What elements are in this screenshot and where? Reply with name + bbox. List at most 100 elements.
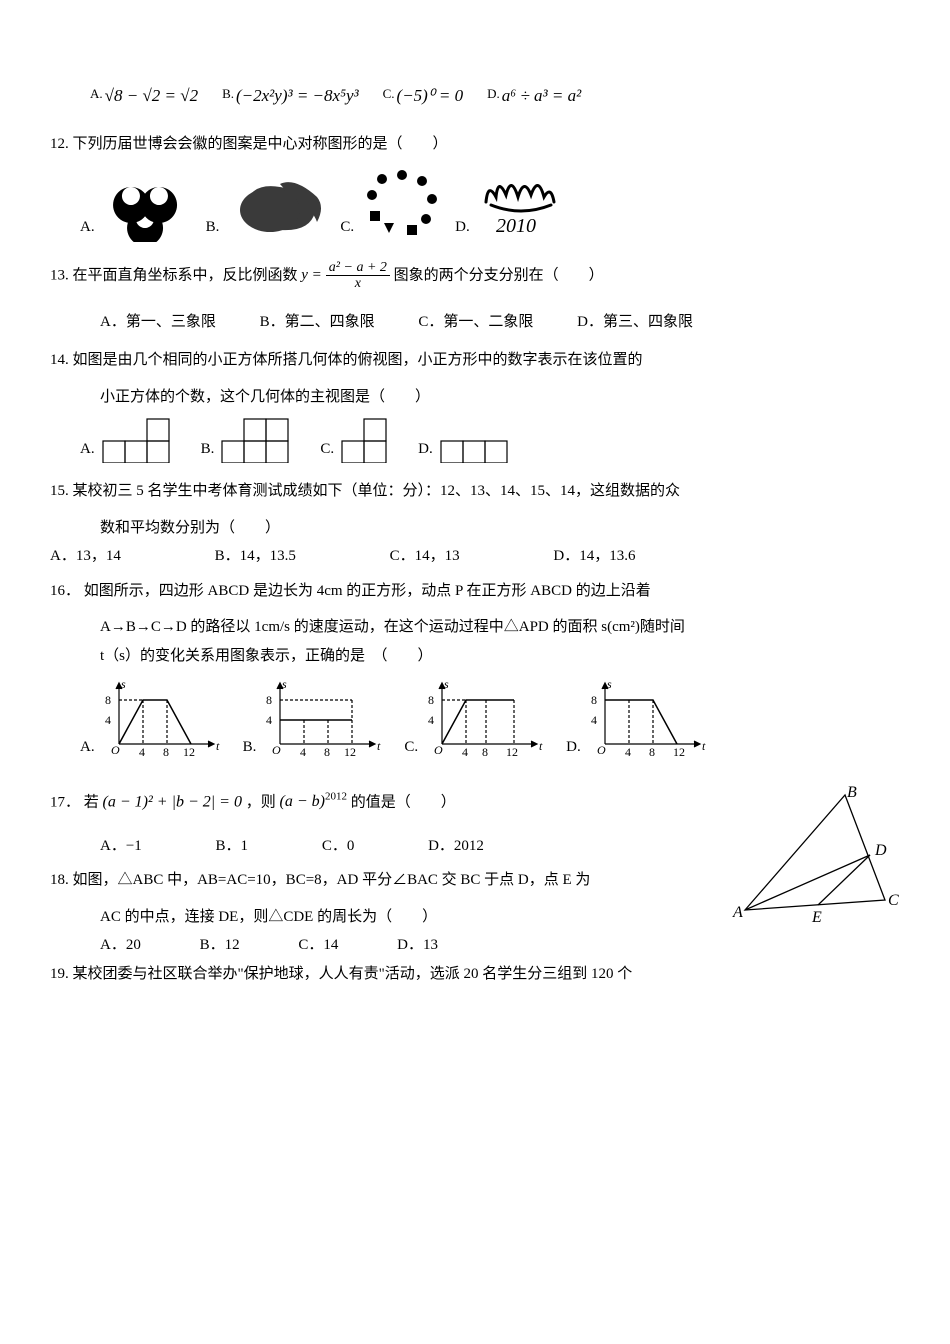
opt-label: D. [418,435,433,464]
svg-text:8: 8 [649,745,655,759]
q-text1: 如图是由几个相同的小正方体所搭几何体的俯视图，小正方形中的数字表示在该位置的 [73,352,643,368]
opt-label: D. [487,80,500,107]
logo-d-icon: 2010 [476,167,566,242]
svg-text:O: O [272,743,281,757]
q-text-mid: ，则 [246,794,276,810]
q18-optD: D．13 [397,931,438,960]
opt-label: D. [455,213,470,242]
shape-c-icon [340,417,388,463]
q11-options: A. √8 − √2 = √2 B. (−2x²y)³ = −8x⁵y³ C. … [90,80,900,112]
svg-text:4: 4 [139,745,145,759]
svg-text:E: E [811,909,822,926]
q13-optD: D．第三、四象限 [577,308,693,337]
q11-optD: D. a⁶ ÷ a³ = a² [487,80,581,112]
q14-optC: C. [320,417,388,463]
q-number: 18. [50,872,69,888]
svg-text:8: 8 [591,693,597,707]
opt-label: C. [383,80,395,107]
svg-text:O: O [597,743,606,757]
shape-d-icon [439,439,509,463]
q11-optC: C. (−5)⁰ = 0 [383,80,464,112]
q-text1: 如图所示，四边形 ABCD 是边长为 4cm 的正方形，动点 P 在正方形 AB… [84,583,651,599]
q-text-after: 图象的两个分支分别在（ ） [394,267,604,283]
q14-optD: D. [418,435,509,464]
opt-label: B. [243,733,257,762]
svg-text:t: t [702,739,706,753]
q11-formula-c: (−5)⁰ = 0 [397,80,464,112]
q12: 12. 下列历届世博会会徽的图案是中心对称图形的是（ ） [50,130,900,159]
opt-label: C. [340,213,354,242]
q-text-after: 的值是（ ） [351,794,456,810]
opt-label: B. [201,435,215,464]
fraction: a² − a + 2 x [326,260,390,292]
q16-text3: t（s）的变化关系用图象表示，正确的是 （ ） [50,642,900,671]
svg-text:8: 8 [324,745,330,759]
q16-text2: A→B→C→D 的路径以 1cm/s 的速度运动，在这个运动过程中△APD 的面… [50,613,900,642]
graph-b-icon: s 8 4 O 4 8 12 t [262,676,392,761]
logo-a-icon [101,172,196,242]
logo-d-text: 2010 [496,215,536,237]
svg-text:8: 8 [428,693,434,707]
q15-optB: B．14，13.5 [215,542,296,571]
q-number: 12. [50,136,69,152]
opt-label: B. [222,80,234,107]
q13-optB: B．第二、四象限 [260,308,375,337]
q13-formula: y = a² − a + 2 x [301,260,390,292]
svg-text:B: B [847,785,857,801]
opt-label: D. [566,733,581,762]
q15-optA: A．13，14 [50,542,121,571]
svg-text:4: 4 [300,745,306,759]
q18-options: A．20 B．12 C．14 D．13 [50,931,716,960]
q-number: 13. [50,267,69,283]
svg-text:8: 8 [163,745,169,759]
q16-optD: D. s 8 4 O 4 8 12 t [566,676,717,761]
q11-optA: A. √8 − √2 = √2 [90,80,198,112]
logo-c-icon [360,167,445,242]
svg-text:C: C [888,892,899,909]
svg-text:4: 4 [591,713,597,727]
q-number: 19. [50,966,69,982]
q17-formula: (a − 1)² + |b − 2| = 0 [103,793,242,810]
q18-text2: AC 的中点，连接 DE，则△CDE 的周长为（ ） [50,903,716,932]
opt-label: A. [80,213,95,242]
opt-label: C. [320,435,334,464]
q18-triangle: A B C D E [730,775,900,960]
q16-optA: A. s 8 4 O 4 8 12 t [80,676,231,761]
formula-y: y = [301,261,322,290]
graph-d-icon: s 8 4 O 4 8 12 t [587,676,717,761]
opt-label: B. [206,213,220,242]
q17-optD: D．2012 [428,832,484,861]
q15-optC: C．14，13 [390,542,460,571]
q15: 15. 某校初三 5 名学生中考体育测试成绩如下（单位：分）：12、13、14、… [50,477,900,506]
q-number: 15. [50,483,69,499]
svg-text:t: t [216,739,220,753]
q12-optB: B. [206,172,331,242]
q13: 13. 在平面直角坐标系中，反比例函数 y = a² − a + 2 x 图象的… [50,260,900,292]
q18-optB: B．12 [200,931,240,960]
q-text: 某校团委与社区联合举办"保护地球，人人有责"活动，选派 20 名学生分三组到 1… [73,966,633,982]
q18-optC: C．14 [298,931,338,960]
graph-c-icon: s 8 4 O 4 8 12 t [424,676,554,761]
q11-formula-b: (−2x²y)³ = −8x⁵y³ [236,80,359,112]
svg-text:8: 8 [105,693,111,707]
q11-formula-a: √8 − √2 = √2 [105,80,198,112]
logo-b-icon [225,172,330,242]
q-number: 16． [50,583,80,599]
q11-optB: B. (−2x²y)³ = −8x⁵y³ [222,80,359,112]
q-text-before: 在平面直角坐标系中，反比例函数 [73,267,298,283]
svg-text:4: 4 [105,713,111,727]
q16-options: A. s 8 4 O 4 8 12 t B. [80,676,900,761]
svg-text:t: t [539,739,543,753]
q17-q18-block: 17． 若 (a − 1)² + |b − 2| = 0 ，则 (a − b)2… [50,775,900,960]
q15-options: A．13，14 B．14，13.5 C．14，13 D．14，13.6 [50,542,900,571]
q12-options: A. B. C. [80,167,900,242]
graph-a-icon: s 8 4 O 4 8 12 t [101,676,231,761]
shape-a-icon [101,417,171,463]
q11-formula-d: a⁶ ÷ a³ = a² [502,80,581,112]
q13-optC: C．第一、二象限 [418,308,533,337]
opt-label: A. [80,435,95,464]
svg-text:12: 12 [344,745,356,759]
svg-text:8: 8 [482,745,488,759]
svg-text:O: O [111,743,120,757]
q15-optD: D．14，13.6 [553,542,635,571]
